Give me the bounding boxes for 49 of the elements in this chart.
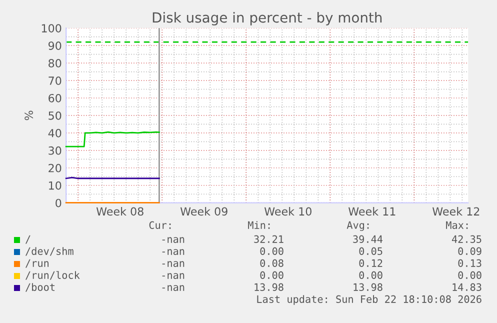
y-tick-label: 40: [48, 128, 62, 138]
text: -nan: [162, 261, 184, 267]
x-tick-label: Week 12: [432, 207, 480, 216]
x-tick-label: Week 10: [264, 207, 312, 216]
text: Cur:: [149, 221, 171, 229]
text: Avg:: [346, 221, 369, 231]
chart-title: Disk usage in percent - by month: [152, 12, 382, 26]
text: 0.00: [260, 271, 284, 279]
y-tick-label: 100: [42, 24, 62, 32]
text: 0.13: [458, 259, 482, 267]
y-tick-label: 0: [56, 198, 62, 208]
text: 39.44: [353, 235, 383, 243]
text: -nan: [162, 237, 184, 243]
text: Max:: [446, 221, 468, 229]
legend-label: /: [26, 235, 30, 244]
y-tick-label: 60: [48, 94, 62, 102]
text: 0.00: [260, 247, 284, 255]
text: -nan: [162, 285, 184, 291]
legend-label: /boot: [26, 283, 55, 292]
text: 0.12: [359, 259, 382, 267]
text: -nan: [162, 273, 184, 279]
x-tick-label: Week 09: [180, 207, 228, 216]
legend-label: /dev/shm: [26, 247, 74, 256]
y-tick-label: 70: [48, 76, 62, 85]
legend-label: /run: [26, 259, 49, 268]
text: 14.83: [452, 283, 482, 291]
y-tick-label: 30: [48, 146, 62, 155]
line-series: [65, 131, 160, 148]
text: 0.09: [458, 247, 482, 255]
text: 0.00: [458, 271, 482, 279]
x-tick-label: Week 08: [96, 207, 144, 216]
text: 13.98: [254, 283, 284, 291]
y-tick-label: 90: [48, 42, 62, 50]
text: Min:: [248, 221, 270, 229]
text: 0.00: [359, 271, 382, 279]
text: 0.05: [359, 247, 382, 255]
text: -nan: [162, 249, 184, 255]
x-tick-label: Week 11: [348, 207, 396, 216]
y-tick-label: 10: [49, 181, 62, 190]
text: 13.98: [354, 283, 382, 291]
text: 32.21: [254, 235, 284, 243]
legend-label: /run/lock: [26, 271, 80, 280]
text: 0.08: [260, 259, 284, 267]
y-tick-label: 20: [48, 164, 62, 172]
y-tick-label: 80: [48, 59, 62, 68]
y-tick-label: 50: [48, 111, 62, 120]
text: 42.35: [452, 235, 482, 243]
y-axis-title: %: [24, 110, 34, 120]
text: Last update: Sun Feb 22 18:10:08 2026: [257, 295, 482, 305]
